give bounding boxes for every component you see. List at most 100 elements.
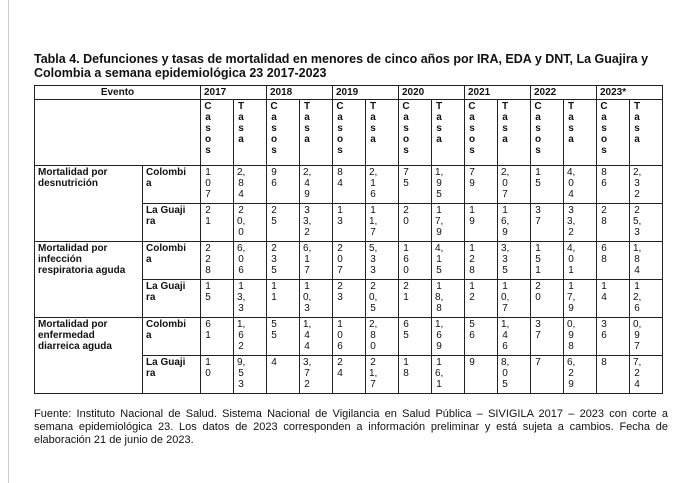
cell-text: 107 [205, 167, 211, 200]
cell-text: Tasa [501, 101, 509, 145]
value-cell: 12,6 [629, 279, 663, 318]
cell-text: 37 [535, 319, 541, 341]
cell-text: 4,04 [567, 167, 576, 200]
cell-text: 6,06 [237, 243, 246, 276]
cell-text: 1,84 [633, 243, 642, 276]
cell-text: 160 [403, 243, 409, 276]
cell-text: 6,29 [567, 357, 576, 390]
cell-text: Casos [468, 101, 476, 156]
value-cell: 75 [398, 165, 432, 204]
cell-text: 1,95 [435, 167, 444, 200]
value-cell: 21,7 [365, 355, 399, 394]
cell-text: 4 [271, 357, 277, 368]
cell-text: 3,35 [501, 243, 510, 276]
value-cell: 37 [530, 317, 564, 356]
cell-text: 11 [271, 281, 277, 303]
value-cell: 28 [596, 203, 630, 242]
cell-text: 2,07 [501, 167, 510, 200]
cell-text: Casos [270, 101, 278, 156]
value-cell: 4,04 [563, 165, 597, 204]
value-cell: 106 [332, 317, 366, 356]
cell-text: 13 [337, 205, 343, 227]
value-cell: 0,98 [563, 317, 597, 356]
value-cell: 7 [530, 355, 564, 394]
cell-text: 228 [205, 243, 211, 276]
cell-text: 36 [601, 319, 607, 341]
cell-text: 6,17 [303, 243, 312, 276]
cell-text: 0,98 [567, 319, 576, 352]
value-cell: 13,3 [233, 279, 267, 318]
cell-text: 10,3 [303, 281, 312, 314]
event-cell: Mortalidad por infección respiratoria ag… [34, 241, 143, 318]
cell-text: 86 [601, 167, 607, 189]
value-cell: 10 [200, 355, 234, 394]
cell-text: 20 [535, 281, 541, 303]
subheader-cell: Tasa [497, 99, 531, 166]
value-cell: 33,2 [299, 203, 333, 242]
value-cell: 207 [332, 241, 366, 280]
cell-text: 24 [337, 357, 343, 379]
table-title: Tabla 4. Defunciones y tasas de mortalid… [34, 52, 649, 80]
value-cell: 20,5 [365, 279, 399, 318]
value-cell: 11,7 [365, 203, 399, 242]
value-cell: 228 [200, 241, 234, 280]
cell-text: 15 [535, 167, 541, 189]
value-cell: 2,80 [365, 317, 399, 356]
value-cell: 1,69 [431, 317, 465, 356]
value-cell: 8 [596, 355, 630, 394]
value-cell: 23 [332, 279, 366, 318]
cell-text: 37 [535, 205, 541, 227]
territory-cell: La Guajira [142, 279, 201, 318]
year-header: 2022 [530, 85, 597, 100]
value-cell: 6,06 [233, 241, 267, 280]
value-cell: 1,84 [629, 241, 663, 280]
value-cell: 2,49 [299, 165, 333, 204]
cell-text: 7,24 [633, 357, 642, 390]
value-cell: 3,35 [497, 241, 531, 280]
cell-text: 55 [271, 319, 277, 341]
cell-text: 10,7 [501, 281, 510, 314]
value-cell: 128 [464, 241, 498, 280]
page-edge [8, 0, 9, 483]
cell-text: 84 [337, 167, 343, 189]
value-cell: 15 [530, 165, 564, 204]
cell-text: 16,1 [435, 357, 444, 390]
cell-text: Casos [534, 101, 542, 156]
cell-text: 8,05 [501, 357, 510, 390]
subheader-cell: Casos [530, 99, 564, 166]
cell-text: 21 [205, 205, 211, 227]
subheader-cell: Casos [464, 99, 498, 166]
cell-text: 4,15 [435, 243, 444, 276]
year-header: 2017 [200, 85, 267, 100]
cell-text: 1,44 [303, 319, 312, 352]
value-cell: 14 [596, 279, 630, 318]
year-header: 2020 [398, 85, 465, 100]
value-cell: 4,15 [431, 241, 465, 280]
value-cell: 1,62 [233, 317, 267, 356]
value-cell: 1,95 [431, 165, 465, 204]
value-cell: 16,1 [431, 355, 465, 394]
value-cell: 17,9 [563, 279, 597, 318]
value-cell: 24 [332, 355, 366, 394]
value-cell: 2,07 [497, 165, 531, 204]
cell-text: 10 [205, 357, 211, 379]
subheader-cell: Tasa [629, 99, 663, 166]
cell-text: 68 [601, 243, 607, 265]
cell-text: 17,9 [435, 205, 444, 238]
value-cell: 6,17 [299, 241, 333, 280]
value-cell: 79 [464, 165, 498, 204]
data-row: La Guajira 10 9,53 4 3,72 24 21,7 18 16,1 9 8,05 7 6… [35, 355, 663, 394]
data-row: Mortalidad por desnutrición Colombia 107 2,… [34, 165, 663, 242]
value-cell: 10,7 [497, 279, 531, 318]
cell-text: 19 [469, 205, 475, 227]
territory-cell: La Guajira [142, 355, 201, 394]
territory-cell: La Guajira [142, 203, 201, 242]
cell-text: Tasa [237, 101, 245, 145]
cell-text: 1,62 [237, 319, 246, 352]
cell-text: 13,3 [237, 281, 246, 314]
value-cell: 10,3 [299, 279, 333, 318]
subheader-cell: Casos [596, 99, 630, 166]
cell-text: 12 [469, 281, 475, 303]
subheader-cell: Tasa [365, 99, 399, 166]
